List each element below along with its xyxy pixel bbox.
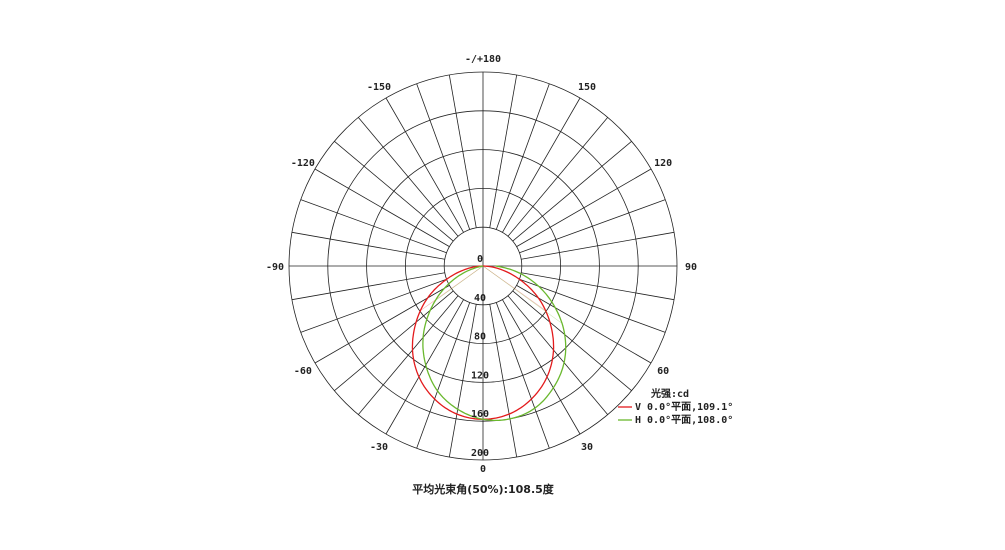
grid-spoke: [512, 140, 632, 242]
radial-tick-label: 160: [471, 409, 489, 420]
grid-spoke: [521, 272, 675, 301]
half-intensity-line: [482, 265, 546, 311]
grid-spoke: [385, 299, 464, 435]
series-curve-h: [422, 265, 567, 422]
grid-spoke: [300, 278, 447, 333]
radial-tick-label: 80: [474, 332, 486, 343]
grid-spoke: [489, 74, 518, 228]
legend-title: 光强:cd: [650, 387, 689, 400]
grid-spoke: [334, 290, 454, 392]
half-intensity-line: [482, 265, 563, 324]
chart-title: 平均光束角(50%):108.5度: [412, 482, 555, 496]
grid-spoke: [519, 199, 666, 254]
angular-tick-label: 30: [581, 442, 593, 453]
grid-spoke: [291, 272, 445, 301]
angular-tick-label: 60: [657, 366, 669, 377]
grid-spoke: [507, 295, 609, 415]
grid-spoke: [502, 97, 581, 233]
grid-spoke: [448, 304, 477, 458]
legend-entry: V 0.0°平面,109.1°: [635, 401, 733, 413]
grid-spoke: [521, 231, 675, 260]
grid-spoke: [357, 117, 459, 237]
grid-spoke: [314, 285, 450, 364]
legend-entry: H 0.0°平面,108.0°: [635, 414, 733, 426]
grid-spoke: [357, 295, 459, 415]
half-intensity-line: [420, 265, 484, 311]
grid-spoke: [334, 140, 454, 242]
radial-tick-label: 120: [471, 370, 489, 381]
legend: 光强:cd V 0.0°平面,109.1°H 0.0°平面,108.0°: [618, 387, 733, 426]
grid-spoke: [489, 304, 518, 458]
angular-tick-label: -120: [291, 158, 315, 169]
angular-tick-label: 150: [578, 82, 596, 93]
grid-spoke: [314, 168, 450, 247]
grid: [288, 71, 678, 461]
grid-spoke: [416, 302, 471, 449]
radial-tick-label: 0: [477, 254, 483, 265]
grid-spoke: [416, 83, 471, 230]
grid-spoke: [385, 97, 464, 233]
grid-spoke: [291, 231, 445, 260]
half-intensity-line: [434, 265, 484, 301]
grid-spoke: [516, 285, 652, 364]
grid-spoke: [516, 168, 652, 247]
curves: [411, 265, 567, 422]
angular-tick-label: 0: [480, 464, 486, 475]
grid-spoke: [502, 299, 581, 435]
grid-spoke: [495, 302, 550, 449]
angular-tick-label: -/+180: [465, 54, 501, 65]
angular-tick-label: -30: [370, 442, 388, 453]
radial-tick-label: 200: [471, 448, 489, 459]
angular-tick-label: -90: [266, 262, 284, 273]
radial-tick-label: 40: [474, 293, 486, 304]
grid-spoke: [495, 83, 550, 230]
angular-tick-label: -60: [294, 366, 312, 377]
grid-spoke: [300, 199, 447, 254]
angular-tick-label: 120: [654, 158, 672, 169]
grid-spoke: [512, 290, 632, 392]
grid-spoke: [448, 74, 477, 228]
angular-tick-label: 90: [685, 262, 697, 273]
grid-spoke: [507, 117, 609, 237]
grid-spoke: [519, 278, 666, 333]
labels: 0 40 80 120 160 200 0 30 60 90 120 150 -/+180 -150 -12…: [266, 54, 697, 475]
angular-tick-label: -150: [367, 82, 391, 93]
